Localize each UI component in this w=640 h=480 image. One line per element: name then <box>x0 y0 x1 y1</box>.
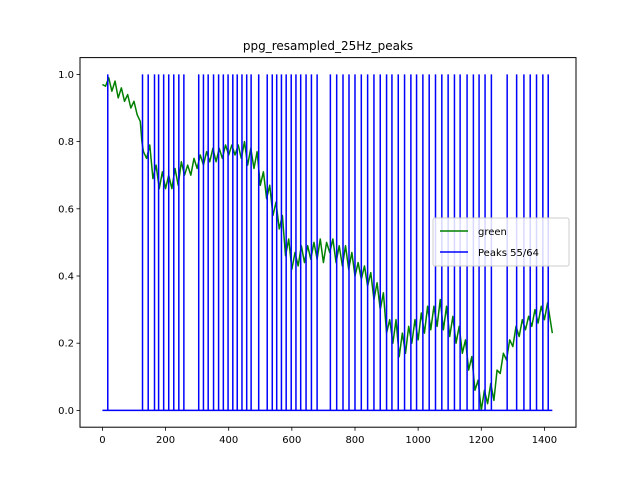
x-tick-label: 0 <box>99 435 105 446</box>
series-line-green <box>102 77 554 412</box>
x-axis: 0 200 400 600 800 1000 1200 1400 <box>99 427 557 446</box>
x-tick-label: 800 <box>345 435 364 446</box>
x-tick-label: 1400 <box>532 435 557 446</box>
legend-label-green: green <box>478 227 507 238</box>
x-tick-label: 600 <box>282 435 301 446</box>
x-tick-label: 1200 <box>469 435 494 446</box>
y-axis: 0.0 0.2 0.4 0.6 0.8 1.0 <box>58 70 80 417</box>
legend-label-peaks: Peaks 55/64 <box>478 248 539 259</box>
chart-title: ppg_resampled_25Hz_peaks <box>243 39 413 53</box>
x-tick-label: 200 <box>156 435 175 446</box>
legend: green Peaks 55/64 <box>432 217 570 267</box>
x-tick-label: 400 <box>219 435 238 446</box>
axes-frame <box>79 57 577 428</box>
plot-area <box>102 74 554 412</box>
y-tick-label: 0.0 <box>58 406 74 417</box>
y-tick-label: 1.0 <box>58 70 74 81</box>
y-tick-label: 0.6 <box>58 204 74 215</box>
y-tick-label: 0.8 <box>58 137 74 148</box>
y-tick-label: 0.2 <box>58 339 74 350</box>
y-tick-label: 0.4 <box>58 272 74 283</box>
series-line-peaks <box>102 74 553 412</box>
x-tick-label: 1000 <box>405 435 430 446</box>
legend-box <box>432 217 570 267</box>
